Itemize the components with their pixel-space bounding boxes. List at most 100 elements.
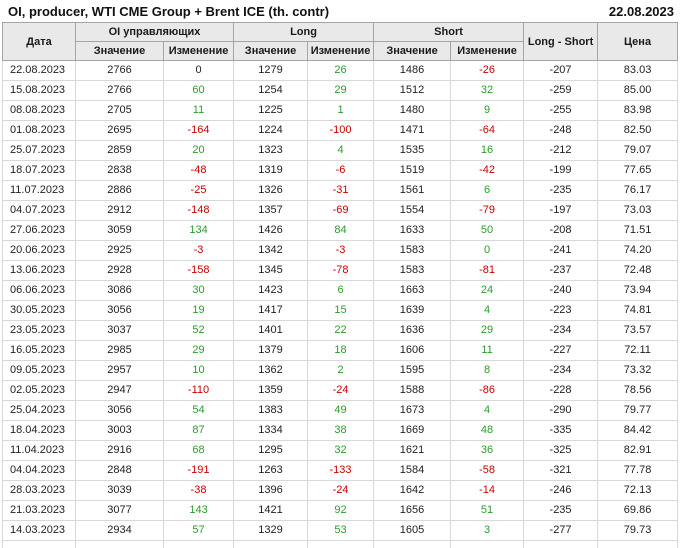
cell-short-change: -64	[450, 120, 525, 141]
cell-short-change: 48	[450, 420, 525, 441]
table-row	[2, 540, 679, 548]
cell-long-value: 1224	[233, 120, 309, 141]
cell-price: 83.98	[597, 100, 679, 121]
cell-long-short: -234	[523, 360, 599, 381]
cell-short-value: 1561	[373, 180, 452, 201]
cell-short-change: -86	[450, 380, 525, 401]
cell-long-change: -78	[307, 260, 375, 281]
header-short-change: Изменение	[450, 41, 525, 61]
cell-short-change: 0	[450, 240, 525, 261]
cell-date: 01.08.2023	[2, 120, 76, 141]
cell-date	[2, 540, 76, 548]
cell-price: 74.81	[597, 300, 679, 321]
cell-long-change: 26	[307, 60, 375, 81]
cell-short-value: 1512	[373, 80, 452, 101]
cell-price: 73.94	[597, 280, 679, 301]
cell-date: 02.05.2023	[2, 380, 76, 401]
cell-price: 72.48	[597, 260, 679, 281]
header-long-group: Long	[233, 22, 375, 42]
table-row: 22.08.2023 2766 0 1279 26 1486 -26 -207 …	[2, 60, 679, 81]
cell-short-change: -79	[450, 200, 525, 221]
header-short-value: Значение	[373, 41, 452, 61]
cell-long-change: 18	[307, 340, 375, 361]
header-price: Цена	[597, 22, 679, 61]
cell-long-value: 1295	[233, 440, 309, 461]
table-row: 30.05.2023 3056 19 1417 15 1639 4 -223 7…	[2, 300, 679, 321]
table-row: 13.06.2023 2928 -158 1345 -78 1583 -81 -…	[2, 260, 679, 281]
table-row: 04.04.2023 2848 -191 1263 -133 1584 -58 …	[2, 460, 679, 481]
cell-long-change: -3	[307, 240, 375, 261]
cell-long-short: -197	[523, 200, 599, 221]
cell-long-short: -240	[523, 280, 599, 301]
cell-short-value: 1663	[373, 280, 452, 301]
report-date: 22.08.2023	[608, 3, 674, 19]
cell-date: 22.08.2023	[2, 60, 76, 81]
cell-short-value: 1535	[373, 140, 452, 161]
cell-long-change: 29	[307, 80, 375, 101]
cell-short-change: 51	[450, 500, 525, 521]
cell-long-short: -237	[523, 260, 599, 281]
table-row: 11.07.2023 2886 -25 1326 -31 1561 6 -235…	[2, 180, 679, 201]
cell-date: 06.06.2023	[2, 280, 76, 301]
cell-oi-value: 3059	[75, 220, 164, 241]
cell-long-change: 32	[307, 440, 375, 461]
cell-long-value: 1225	[233, 100, 309, 121]
cell-oi-value: 3077	[75, 500, 164, 521]
cell-long-change: 2	[307, 360, 375, 381]
cell-long-short: -234	[523, 320, 599, 341]
cell-oi-value: 3056	[75, 300, 164, 321]
cell-price: 77.65	[597, 160, 679, 181]
table-row: 15.08.2023 2766 60 1254 29 1512 32 -259 …	[2, 80, 679, 101]
cell-long-change: 22	[307, 320, 375, 341]
cell-long-short: -235	[523, 500, 599, 521]
cell-long-value: 1396	[233, 480, 309, 501]
cell-date: 11.04.2023	[2, 440, 76, 461]
cell-oi-value: 2886	[75, 180, 164, 201]
cell-short-value: 1584	[373, 460, 452, 481]
cell-oi-change: 57	[162, 520, 235, 541]
cell-date: 18.04.2023	[2, 420, 76, 441]
header-oi-value: Значение	[75, 41, 164, 61]
cell-price: 82.50	[597, 120, 679, 141]
cell-oi-value: 2859	[75, 140, 164, 161]
table-row: 25.04.2023 3056 54 1383 49 1673 4 -290 7…	[2, 400, 679, 421]
cell-long-change: 92	[307, 500, 375, 521]
cell-short-change: 4	[450, 300, 525, 321]
cell-date: 30.05.2023	[2, 300, 76, 321]
cell-oi-value: 2848	[75, 460, 164, 481]
header-long-value: Значение	[233, 41, 309, 61]
cell-long-change: 38	[307, 420, 375, 441]
title-bar: OI, producer, WTI CME Group + Brent ICE …	[0, 0, 680, 22]
cell-long-short: -248	[523, 120, 599, 141]
cell-oi-value: 2985	[75, 340, 164, 361]
cell-long-value: 1319	[233, 160, 309, 181]
cell-price: 85.00	[597, 80, 679, 101]
cell-long-change: 53	[307, 520, 375, 541]
cell-oi-value: 3086	[75, 280, 164, 301]
cell-long-value: 1345	[233, 260, 309, 281]
cell-date: 25.04.2023	[2, 400, 76, 421]
cell-oi-value: 2695	[75, 120, 164, 141]
table-header: Дата OI управляющих Long Short Long - Sh…	[2, 22, 679, 61]
cell-short-value: 1669	[373, 420, 452, 441]
cell-oi-change: -158	[162, 260, 235, 281]
cell-date: 04.07.2023	[2, 200, 76, 221]
cell-oi-change: -191	[162, 460, 235, 481]
cell-long-change: 15	[307, 300, 375, 321]
cell-price: 76.17	[597, 180, 679, 201]
cell-long-change: -24	[307, 480, 375, 501]
cell-date: 11.07.2023	[2, 180, 76, 201]
cell-short-value: 1486	[373, 60, 452, 81]
cell-long-short: -208	[523, 220, 599, 241]
cell-long-value: 1263	[233, 460, 309, 481]
cell-date: 21.03.2023	[2, 500, 76, 521]
cell-long-value: 1401	[233, 320, 309, 341]
cell-short-change: -14	[450, 480, 525, 501]
cell-long-change: 84	[307, 220, 375, 241]
cell-long-value: 1423	[233, 280, 309, 301]
cell-short-value: 1583	[373, 260, 452, 281]
cell-oi-value: 2925	[75, 240, 164, 261]
cell-long-change: 4	[307, 140, 375, 161]
cell-long-change: 1	[307, 100, 375, 121]
report-title: OI, producer, WTI CME Group + Brent ICE …	[8, 3, 330, 19]
